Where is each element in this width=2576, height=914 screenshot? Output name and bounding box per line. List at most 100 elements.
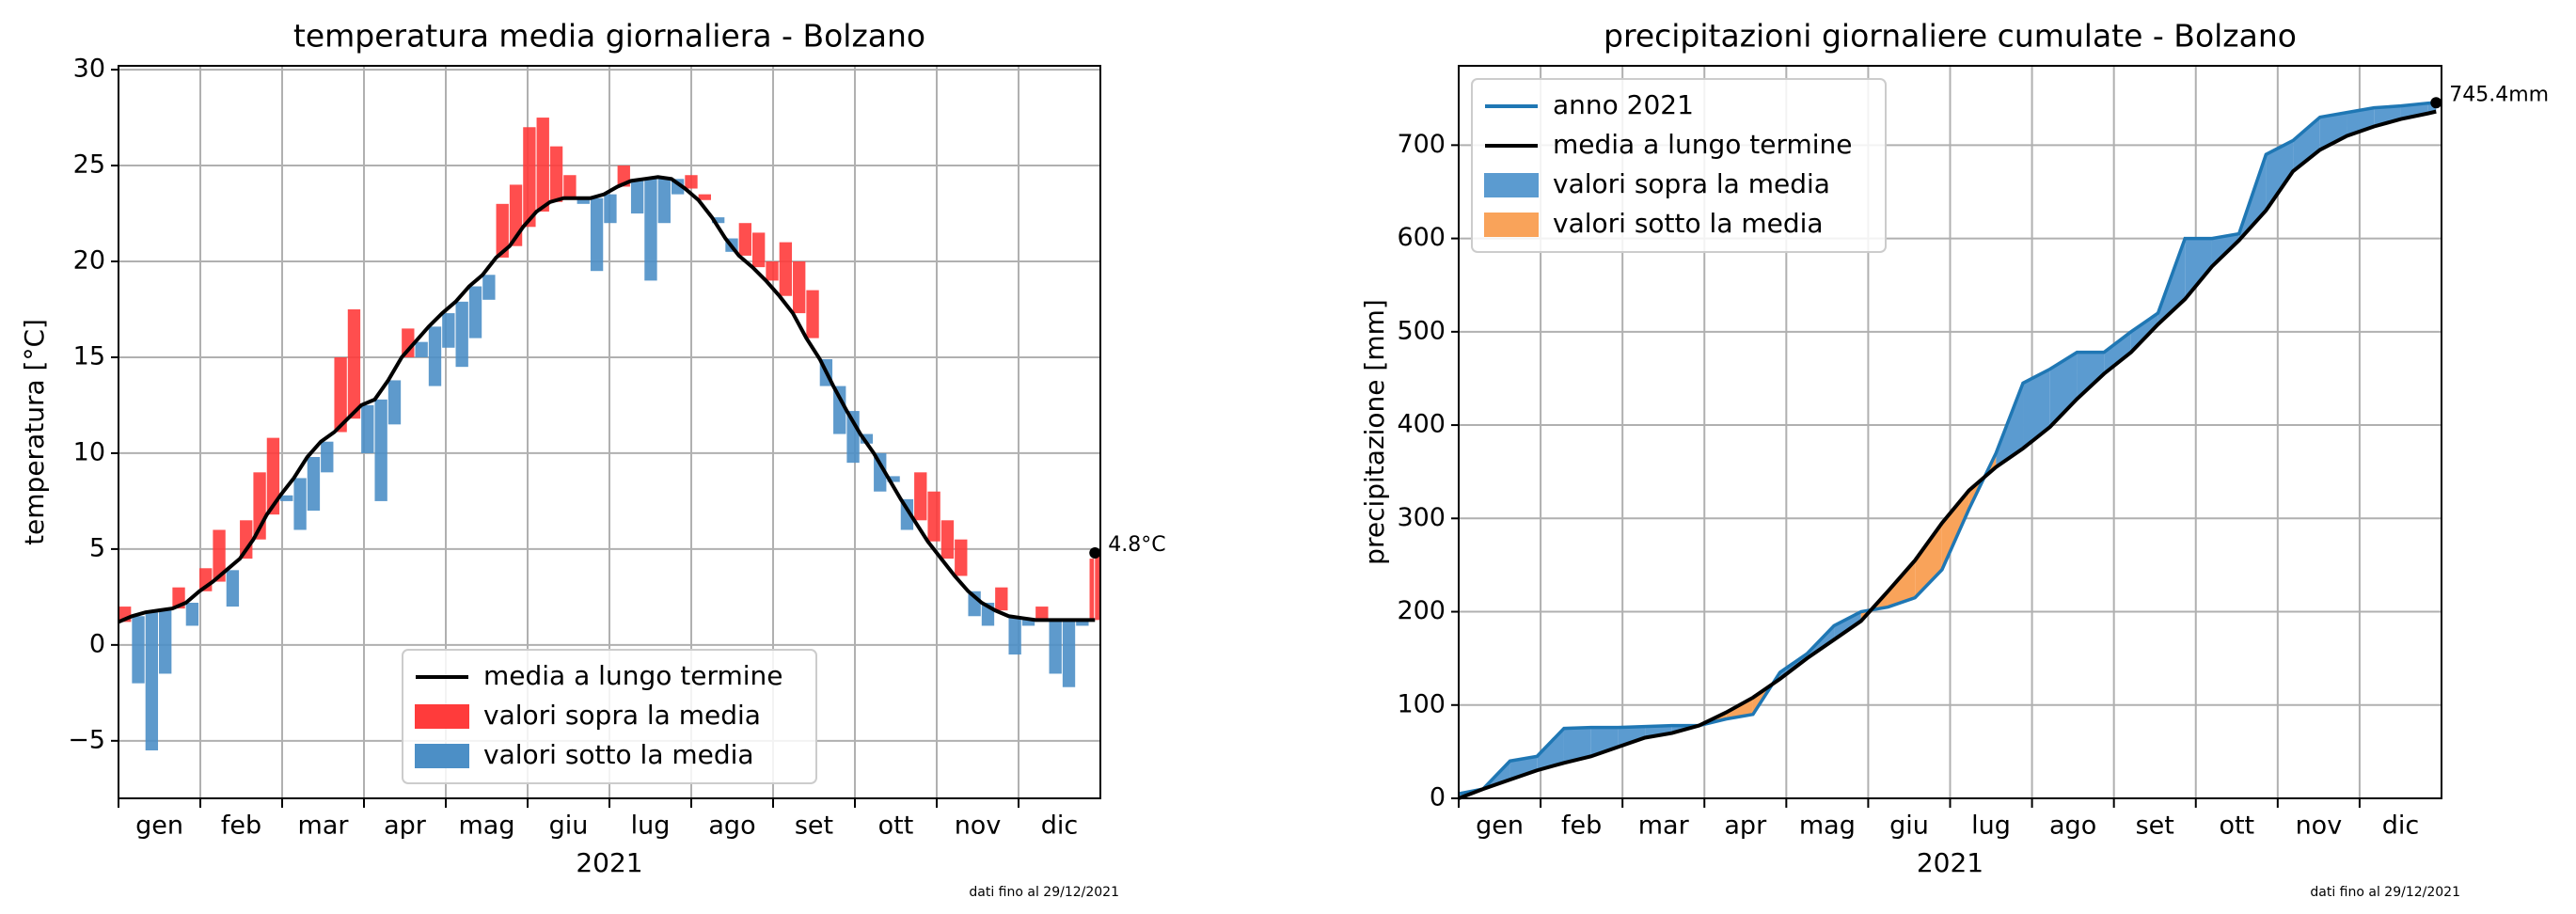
area-fill bbox=[2185, 238, 2212, 300]
area-fill bbox=[2104, 331, 2131, 374]
bar bbox=[914, 472, 927, 521]
x-tick-label: ago bbox=[2049, 812, 2096, 841]
bar bbox=[334, 356, 347, 433]
bar bbox=[1095, 552, 1099, 621]
note: dati fino al 29/12/2021 bbox=[969, 885, 1119, 900]
x-tick-label: set bbox=[795, 812, 833, 841]
bar bbox=[833, 386, 846, 434]
y-tick-label: 15 bbox=[73, 341, 105, 370]
chart-title: precipitazioni giornaliere cumulate - Bo… bbox=[1604, 18, 2297, 55]
bar bbox=[280, 495, 293, 501]
x-tick-label: giu bbox=[1889, 812, 1929, 841]
legend-swatch bbox=[1484, 213, 1539, 237]
bar bbox=[577, 197, 590, 204]
bar bbox=[657, 177, 671, 224]
x-tick-label: feb bbox=[221, 812, 261, 841]
bar bbox=[874, 452, 887, 492]
y-tick-label: 700 bbox=[1397, 130, 1446, 159]
y-axis-label: temperatura [°C] bbox=[19, 319, 50, 545]
bar bbox=[374, 399, 387, 501]
bar bbox=[779, 242, 793, 296]
legend-box bbox=[402, 649, 817, 784]
bar bbox=[523, 127, 536, 228]
legend-label: anno 2021 bbox=[1553, 89, 1694, 120]
bar bbox=[293, 478, 307, 530]
y-tick-label: 20 bbox=[73, 246, 105, 276]
axes-frame bbox=[1458, 65, 2442, 799]
legend-label: valori sopra la media bbox=[483, 700, 761, 731]
bar bbox=[563, 175, 577, 198]
area-fill bbox=[2319, 112, 2347, 150]
bar bbox=[307, 457, 321, 512]
annotation: 745.4mm bbox=[2449, 83, 2549, 106]
plot: 0 100 200 300 400 500 600 700 gen feb mar apr mag giu… bbox=[1359, 18, 2549, 901]
note: dati fino al 29/12/2021 bbox=[2310, 885, 2460, 900]
x-tick-label: dic bbox=[1041, 812, 1079, 841]
bar bbox=[387, 380, 402, 425]
bar bbox=[752, 232, 766, 268]
legend-swatch bbox=[415, 744, 469, 768]
bar bbox=[1008, 616, 1021, 655]
legend-label: media a lungo termine bbox=[1553, 129, 1853, 160]
legend: anno 2021 media a lungo termine valori sop… bbox=[1471, 78, 1887, 253]
y-tick-label: 400 bbox=[1397, 410, 1446, 439]
y-tick-label: 200 bbox=[1397, 596, 1446, 625]
x-tick-label: dic bbox=[2382, 812, 2420, 841]
x-tick-label: giu bbox=[549, 812, 589, 841]
y-tick-label: 10 bbox=[73, 437, 105, 466]
bar bbox=[1089, 559, 1095, 621]
x-axis-label: 2021 bbox=[576, 847, 642, 878]
bar bbox=[1062, 620, 1076, 687]
bar bbox=[536, 118, 549, 212]
x-tick-label: mar bbox=[298, 812, 350, 841]
bar bbox=[496, 203, 509, 258]
area-fill bbox=[2266, 140, 2294, 211]
area-fill bbox=[2293, 117, 2320, 172]
legend: media a lungo termine valori sopra la med… bbox=[402, 649, 817, 784]
x-tick-label: nov bbox=[2296, 812, 2343, 841]
bar bbox=[213, 529, 226, 582]
bar bbox=[415, 341, 428, 357]
y-tick-label: 5 bbox=[89, 533, 105, 562]
y-tick-label: 600 bbox=[1397, 223, 1446, 252]
area-fill bbox=[2077, 352, 2105, 400]
bar bbox=[482, 275, 496, 300]
bar bbox=[240, 520, 253, 559]
bar bbox=[549, 146, 563, 202]
bar bbox=[1035, 607, 1049, 621]
bar bbox=[860, 433, 874, 444]
x-axis-label: 2021 bbox=[1917, 847, 1983, 878]
axes-frame bbox=[118, 65, 1101, 799]
bar bbox=[806, 290, 819, 339]
legend-box bbox=[1471, 78, 1887, 253]
bar bbox=[1076, 620, 1089, 626]
area-fill bbox=[1834, 611, 1861, 640]
bar bbox=[321, 441, 334, 473]
area-fill bbox=[2400, 102, 2428, 119]
x-tick-label: set bbox=[2136, 812, 2174, 841]
bar bbox=[132, 616, 145, 684]
area-fill bbox=[1888, 559, 1916, 607]
bar bbox=[159, 610, 172, 674]
bar bbox=[604, 194, 617, 224]
x-tick-label: nov bbox=[955, 812, 1002, 841]
bar bbox=[442, 313, 455, 348]
y-tick-label: 500 bbox=[1397, 316, 1446, 345]
area-fill bbox=[1618, 726, 1646, 748]
legend-label: valori sotto la media bbox=[483, 739, 754, 770]
bar bbox=[1021, 618, 1035, 626]
legend-label: valori sotto la media bbox=[1553, 208, 1824, 239]
bar bbox=[711, 217, 725, 224]
bar bbox=[698, 194, 711, 200]
bar bbox=[955, 539, 968, 576]
area-fill bbox=[1509, 756, 1538, 780]
chart-title: temperatura media giornaliera - Bolzano bbox=[293, 18, 925, 55]
y-tick-label: 100 bbox=[1397, 689, 1446, 718]
x-tick-label: apr bbox=[384, 812, 427, 841]
bar bbox=[402, 328, 415, 357]
x-tick-label: gen bbox=[135, 812, 183, 841]
area-fill bbox=[2049, 352, 2078, 428]
bar bbox=[927, 491, 940, 542]
x-tick-label: lug bbox=[631, 812, 671, 841]
